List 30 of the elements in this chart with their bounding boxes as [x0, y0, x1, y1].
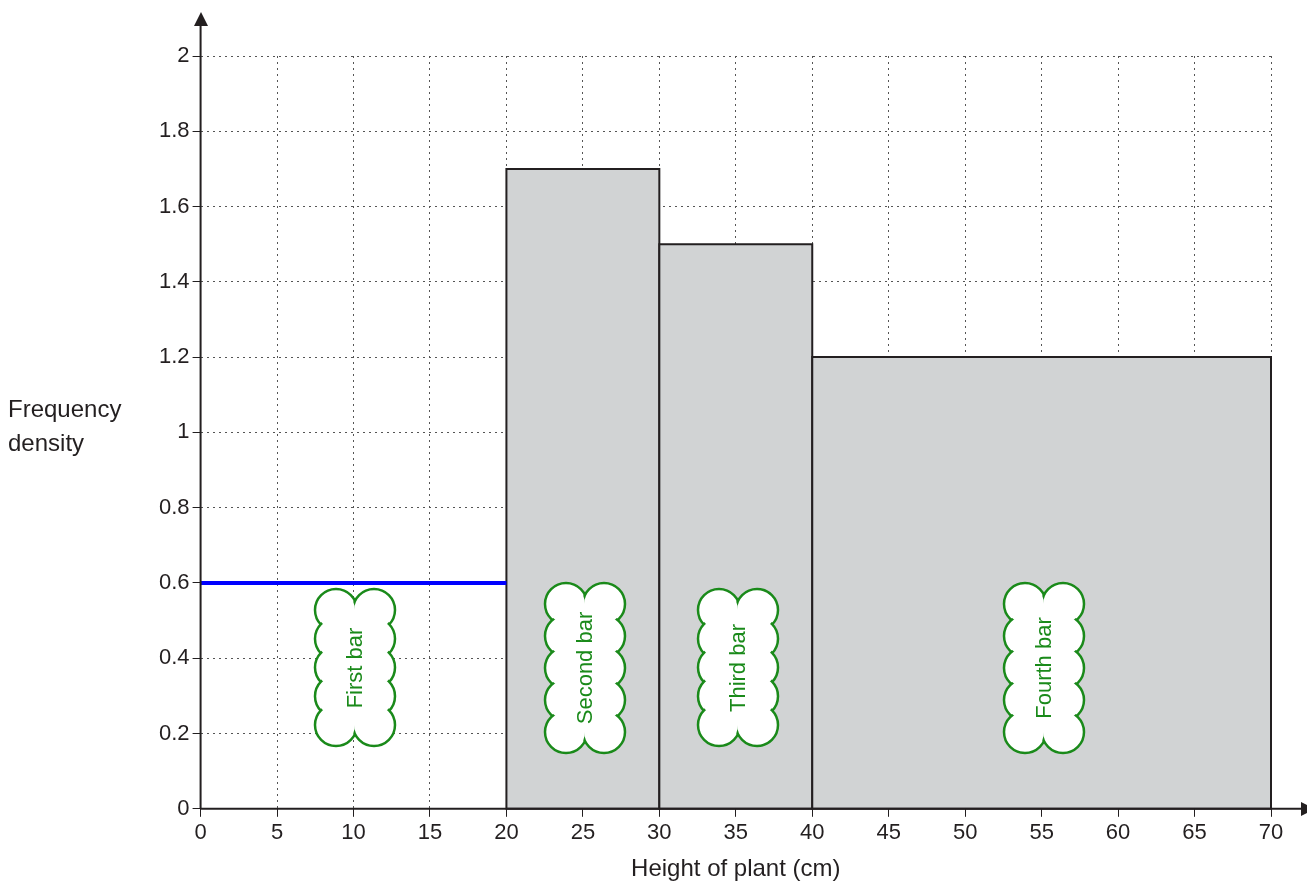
- annotation: Fourth bar: [1030, 617, 1057, 719]
- x-tick-label: 5: [270, 819, 284, 845]
- x-tick-label: 10: [341, 819, 366, 845]
- x-tick-label: 50: [952, 819, 978, 845]
- x-tick-label: 70: [1258, 819, 1284, 845]
- x-tick-label: 15: [417, 819, 443, 845]
- y-tick-label: 1.6: [158, 192, 190, 218]
- x-tick-label: 45: [876, 819, 901, 845]
- x-tick-label: 0: [194, 819, 207, 845]
- x-tick-label: 30: [647, 819, 672, 845]
- y-axis-title: Frequency density: [8, 394, 123, 459]
- y-tick-label: 0.8: [158, 493, 190, 519]
- y-tick-label: 1: [177, 418, 190, 444]
- x-axis-title: Height of plant (cm): [631, 854, 841, 882]
- x-tick-label: 35: [723, 819, 749, 845]
- annotation: Second bar: [571, 611, 598, 725]
- x-tick-label: 55: [1029, 819, 1054, 845]
- y-tick-label: 1.2: [158, 343, 190, 369]
- x-tick-label: 60: [1105, 819, 1131, 845]
- y-tick-label: 0.6: [158, 569, 190, 595]
- x-tick-label: 40: [800, 819, 825, 845]
- x-tick-label: 65: [1182, 819, 1207, 845]
- y-tick-label: 0.4: [158, 644, 190, 670]
- y-tick-label: 2: [177, 42, 190, 68]
- x-tick-label: 20: [494, 819, 519, 845]
- x-tick-label: 25: [570, 819, 596, 845]
- y-tick-label: 1.8: [158, 117, 190, 143]
- y-tick-label: 0.2: [158, 719, 190, 745]
- y-tick-label: 0: [177, 794, 190, 820]
- y-tick-label: 1.4: [158, 267, 190, 293]
